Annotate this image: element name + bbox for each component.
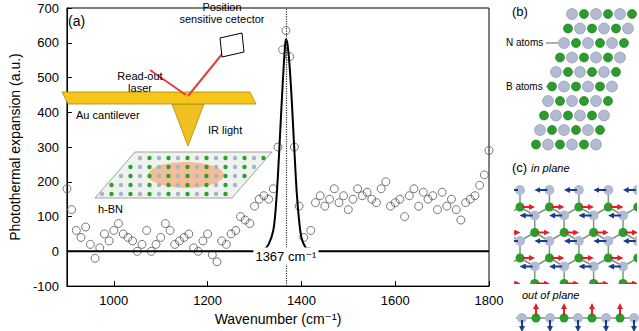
- svg-text:200: 200: [37, 174, 59, 189]
- svg-text:N atoms: N atoms: [506, 37, 543, 48]
- svg-text:Wavenumber (cm⁻¹): Wavenumber (cm⁻¹): [215, 311, 342, 327]
- svg-text:in plane: in plane: [531, 162, 570, 174]
- svg-text:Au cantilever: Au cantilever: [76, 109, 140, 121]
- svg-text:B atoms: B atoms: [506, 81, 543, 92]
- svg-text:Positionsensitive cetector: Positionsensitive cetector: [180, 1, 265, 25]
- svg-text:-100: -100: [33, 279, 59, 294]
- svg-text:1800: 1800: [475, 293, 504, 308]
- svg-text:Photothermal expansion (a.u.): Photothermal expansion (a.u.): [7, 53, 23, 241]
- svg-text:100: 100: [37, 209, 59, 224]
- svg-text:400: 400: [37, 105, 59, 120]
- svg-text:300: 300: [37, 140, 59, 155]
- svg-text:out of plane: out of plane: [522, 289, 580, 301]
- svg-text:1200: 1200: [193, 293, 222, 308]
- svg-text:500: 500: [37, 70, 59, 85]
- svg-text:h-BN: h-BN: [98, 203, 123, 215]
- svg-text:(b): (b): [512, 4, 528, 19]
- svg-text:1367 cm⁻¹: 1367 cm⁻¹: [255, 249, 317, 264]
- svg-text:IR light: IR light: [208, 124, 242, 136]
- svg-text:0: 0: [52, 244, 59, 259]
- svg-text:700: 700: [37, 1, 59, 16]
- svg-text:Read-outlaser: Read-outlaser: [117, 70, 162, 94]
- svg-text:600: 600: [37, 35, 59, 50]
- svg-text:(a): (a): [68, 13, 85, 29]
- svg-text:(c): (c): [512, 160, 527, 175]
- svg-text:1600: 1600: [381, 293, 410, 308]
- svg-text:1400: 1400: [287, 293, 316, 308]
- svg-text:1000: 1000: [99, 293, 128, 308]
